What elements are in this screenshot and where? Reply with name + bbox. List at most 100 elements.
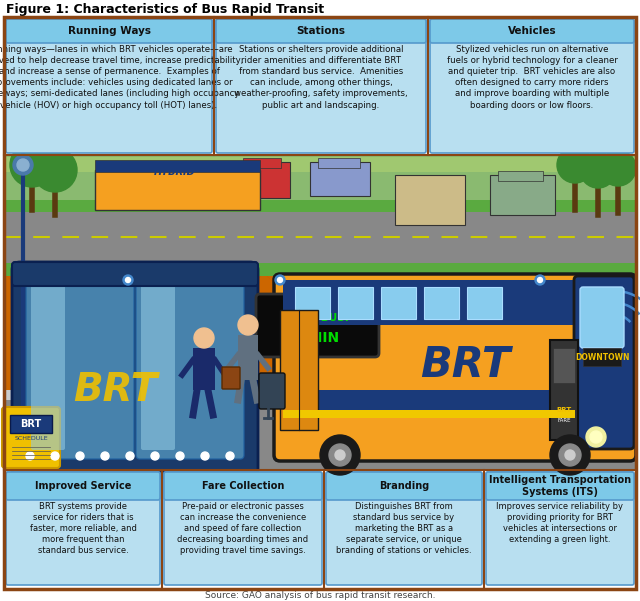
FancyBboxPatch shape [4, 273, 354, 398]
FancyBboxPatch shape [222, 367, 240, 389]
Circle shape [176, 452, 184, 460]
Text: ONLY: ONLY [605, 416, 615, 444]
FancyBboxPatch shape [583, 348, 621, 366]
FancyBboxPatch shape [553, 348, 575, 383]
Text: Running Ways: Running Ways [67, 26, 150, 36]
FancyBboxPatch shape [381, 287, 416, 319]
Circle shape [51, 452, 59, 460]
FancyBboxPatch shape [4, 200, 636, 212]
Circle shape [10, 143, 54, 187]
FancyBboxPatch shape [326, 472, 482, 585]
FancyBboxPatch shape [274, 274, 636, 461]
Circle shape [329, 444, 351, 466]
Text: FARE: FARE [557, 418, 571, 423]
Text: Source: GAO analysis of bus rapid transit research.: Source: GAO analysis of bus rapid transi… [205, 591, 435, 600]
FancyBboxPatch shape [95, 170, 260, 210]
FancyBboxPatch shape [4, 155, 636, 285]
FancyBboxPatch shape [326, 472, 482, 500]
FancyBboxPatch shape [4, 390, 636, 400]
Text: BUS: BUS [584, 416, 596, 444]
FancyBboxPatch shape [4, 271, 636, 276]
FancyBboxPatch shape [95, 160, 260, 172]
Circle shape [151, 452, 159, 460]
FancyBboxPatch shape [283, 410, 575, 418]
FancyBboxPatch shape [283, 390, 627, 410]
FancyBboxPatch shape [4, 155, 636, 470]
FancyBboxPatch shape [4, 155, 636, 203]
Text: Distinguishes BRT from
standard bus service by
marketing the BRT as a
separate s: Distinguishes BRT from standard bus serv… [336, 502, 472, 555]
Circle shape [586, 427, 606, 447]
FancyBboxPatch shape [280, 310, 318, 430]
FancyBboxPatch shape [550, 340, 578, 440]
FancyBboxPatch shape [580, 287, 624, 348]
Text: Improved Service: Improved Service [35, 481, 131, 491]
FancyBboxPatch shape [31, 281, 65, 450]
Circle shape [600, 150, 636, 186]
Circle shape [17, 159, 29, 171]
FancyBboxPatch shape [6, 472, 160, 500]
FancyBboxPatch shape [318, 158, 360, 168]
FancyBboxPatch shape [4, 263, 636, 273]
FancyBboxPatch shape [430, 19, 634, 153]
FancyBboxPatch shape [216, 19, 426, 153]
FancyBboxPatch shape [6, 19, 212, 153]
FancyBboxPatch shape [2, 407, 60, 468]
FancyBboxPatch shape [26, 276, 134, 459]
Text: HYBRID: HYBRID [154, 167, 196, 177]
FancyBboxPatch shape [338, 287, 373, 319]
FancyBboxPatch shape [295, 287, 330, 319]
Circle shape [26, 452, 34, 460]
Circle shape [335, 450, 345, 460]
Circle shape [559, 444, 581, 466]
Circle shape [320, 435, 360, 475]
Circle shape [33, 148, 77, 192]
Text: Stylized vehicles run on alternative
fuels or hybrid technology for a cleaner
an: Stylized vehicles run on alternative fue… [447, 45, 618, 109]
FancyBboxPatch shape [164, 472, 322, 500]
FancyBboxPatch shape [467, 287, 502, 319]
FancyBboxPatch shape [136, 276, 244, 459]
FancyBboxPatch shape [283, 280, 627, 325]
Circle shape [201, 452, 209, 460]
FancyBboxPatch shape [216, 19, 426, 43]
FancyBboxPatch shape [193, 348, 215, 390]
Circle shape [76, 452, 84, 460]
FancyBboxPatch shape [238, 335, 258, 380]
Text: BRT: BRT [556, 407, 572, 413]
Circle shape [557, 147, 593, 183]
FancyBboxPatch shape [164, 472, 322, 585]
Text: NEXT BUS:: NEXT BUS: [285, 313, 348, 323]
Text: 8 MIN: 8 MIN [294, 331, 340, 345]
Circle shape [590, 431, 602, 443]
FancyBboxPatch shape [310, 162, 370, 196]
Circle shape [238, 315, 258, 335]
FancyBboxPatch shape [486, 472, 634, 500]
Text: Pre-paid or electronic passes
can increase the convenience
and speed of fare col: Pre-paid or electronic passes can increa… [177, 502, 308, 555]
FancyBboxPatch shape [4, 157, 636, 172]
Circle shape [125, 278, 131, 282]
FancyBboxPatch shape [4, 210, 636, 265]
Text: BRT: BRT [73, 371, 157, 409]
FancyBboxPatch shape [574, 276, 634, 449]
Text: Stations: Stations [296, 26, 346, 36]
Circle shape [194, 328, 214, 348]
FancyBboxPatch shape [243, 158, 281, 168]
Text: Vehicles: Vehicles [508, 26, 556, 36]
Text: Running ways—lanes in which BRT vehicles operate—are
improved to help decrease t: Running ways—lanes in which BRT vehicles… [0, 45, 244, 109]
FancyBboxPatch shape [490, 175, 555, 215]
Text: BRT systems provide
service for riders that is
faster, more reliable, and
more f: BRT systems provide service for riders t… [29, 502, 136, 555]
FancyBboxPatch shape [256, 294, 379, 357]
FancyBboxPatch shape [486, 472, 634, 585]
FancyBboxPatch shape [430, 19, 634, 43]
FancyBboxPatch shape [4, 395, 636, 470]
Text: DOWNTOWN: DOWNTOWN [575, 353, 629, 361]
Text: Figure 1: Characteristics of Bus Rapid Transit: Figure 1: Characteristics of Bus Rapid T… [6, 3, 324, 16]
FancyBboxPatch shape [141, 281, 175, 450]
Circle shape [565, 450, 575, 460]
Circle shape [226, 452, 234, 460]
Circle shape [538, 278, 543, 282]
FancyBboxPatch shape [6, 472, 160, 585]
Text: BRT: BRT [20, 419, 42, 429]
Circle shape [123, 275, 133, 285]
FancyBboxPatch shape [498, 171, 543, 181]
Circle shape [580, 152, 616, 188]
